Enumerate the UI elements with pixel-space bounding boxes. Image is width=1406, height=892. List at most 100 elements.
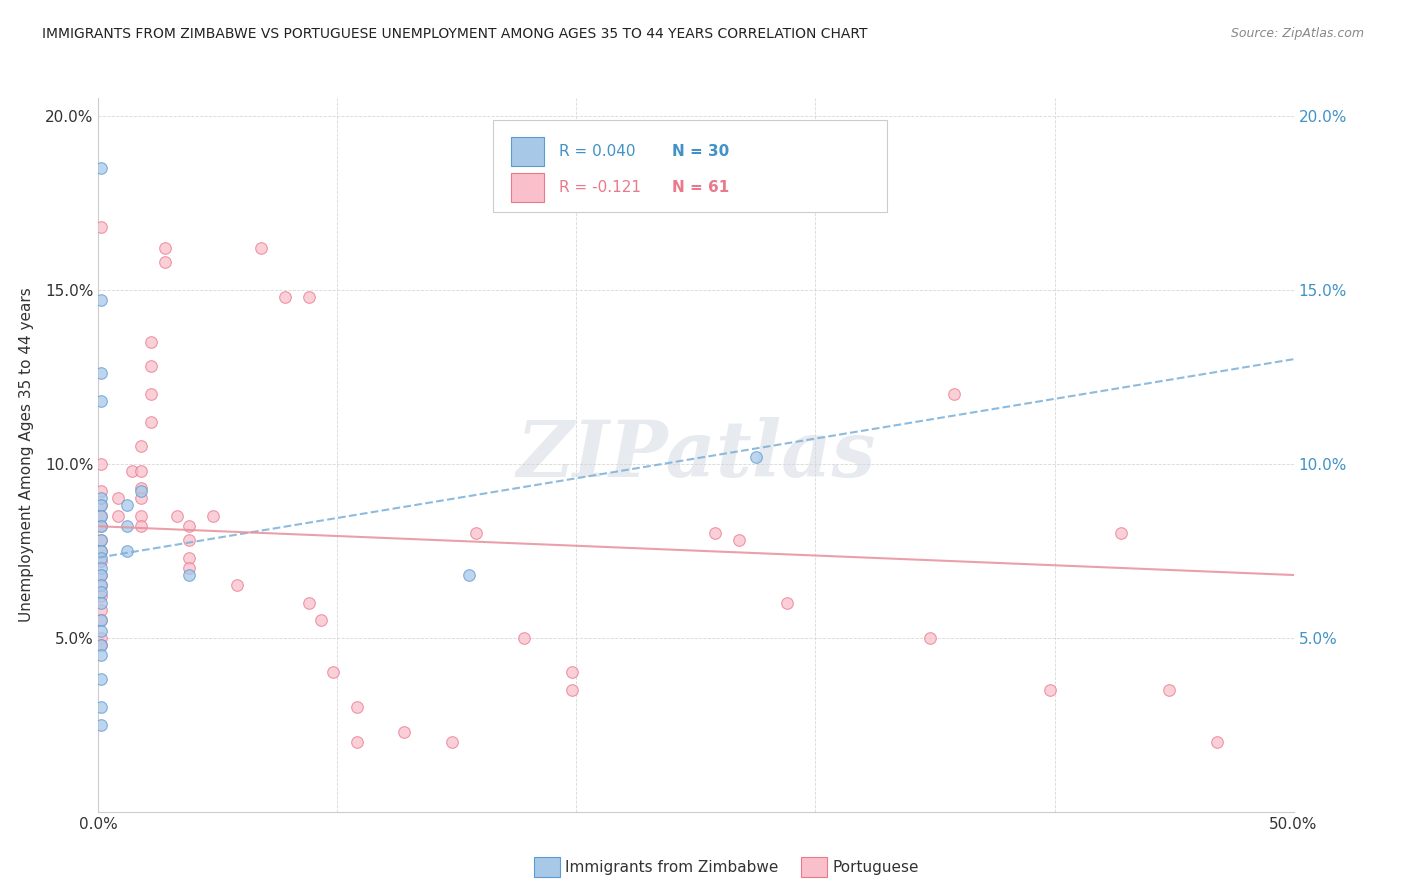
Bar xyxy=(510,137,544,166)
Point xyxy=(131,439,153,453)
Point xyxy=(139,415,162,429)
Point xyxy=(90,638,112,652)
Text: Portuguese: Portuguese xyxy=(832,860,920,874)
Point xyxy=(745,450,768,464)
Text: IMMIGRANTS FROM ZIMBABWE VS PORTUGUESE UNEMPLOYMENT AMONG AGES 35 TO 44 YEARS CO: IMMIGRANTS FROM ZIMBABWE VS PORTUGUESE U… xyxy=(42,27,868,41)
Point xyxy=(776,596,799,610)
Point xyxy=(561,682,583,697)
Point xyxy=(90,543,112,558)
Point xyxy=(90,673,112,687)
Point xyxy=(465,526,488,541)
Point xyxy=(166,508,188,523)
Point xyxy=(90,554,112,568)
Point xyxy=(90,484,112,499)
Point xyxy=(1159,682,1181,697)
Point xyxy=(90,638,112,652)
Text: R = 0.040: R = 0.040 xyxy=(558,145,636,159)
Point xyxy=(90,613,112,627)
Point xyxy=(90,578,112,592)
Point xyxy=(90,491,112,506)
Point xyxy=(179,561,201,575)
Point xyxy=(115,519,138,533)
Point xyxy=(728,533,751,548)
Point xyxy=(90,293,112,307)
Point xyxy=(458,568,481,582)
Point xyxy=(90,631,112,645)
Point xyxy=(322,665,344,680)
Point xyxy=(90,508,112,523)
Point xyxy=(115,543,138,558)
Point xyxy=(90,457,112,471)
Point xyxy=(226,578,249,592)
Point xyxy=(346,700,368,714)
Point xyxy=(298,596,321,610)
Point xyxy=(90,366,112,380)
Point xyxy=(90,568,112,582)
Point xyxy=(131,464,153,478)
Point xyxy=(139,387,162,401)
Point xyxy=(90,578,112,592)
Point xyxy=(250,241,273,255)
Point xyxy=(90,603,112,617)
Point xyxy=(131,508,153,523)
Point xyxy=(131,484,153,499)
Point xyxy=(943,387,966,401)
FancyBboxPatch shape xyxy=(494,120,887,212)
Point xyxy=(139,359,162,373)
Point xyxy=(131,491,153,506)
Text: N = 30: N = 30 xyxy=(672,145,730,159)
Point xyxy=(394,724,416,739)
Point xyxy=(90,499,112,513)
Point xyxy=(704,526,727,541)
Point xyxy=(90,543,112,558)
Point xyxy=(90,596,112,610)
Text: R = -0.121: R = -0.121 xyxy=(558,180,641,194)
Text: Source: ZipAtlas.com: Source: ZipAtlas.com xyxy=(1230,27,1364,40)
Point xyxy=(90,585,112,599)
Point xyxy=(90,648,112,662)
Point xyxy=(90,561,112,575)
Point xyxy=(179,519,201,533)
Point xyxy=(131,481,153,495)
Point xyxy=(274,289,297,303)
Point xyxy=(346,735,368,749)
Bar xyxy=(510,173,544,202)
Point xyxy=(90,161,112,175)
Point xyxy=(90,219,112,234)
Point xyxy=(90,533,112,548)
Point xyxy=(202,508,225,523)
Point xyxy=(179,533,201,548)
Point xyxy=(90,613,112,627)
Point xyxy=(1206,735,1229,749)
Point xyxy=(107,491,129,506)
Text: ZIPatlas: ZIPatlas xyxy=(516,417,876,493)
Point xyxy=(90,519,112,533)
Point xyxy=(1111,526,1133,541)
Point xyxy=(179,568,201,582)
Point xyxy=(90,394,112,409)
Point xyxy=(90,508,112,523)
Point xyxy=(131,519,153,533)
Point xyxy=(441,735,464,749)
Point xyxy=(90,533,112,548)
Point xyxy=(1039,682,1062,697)
Point xyxy=(90,568,112,582)
Point xyxy=(155,241,177,255)
Point xyxy=(513,631,536,645)
Point xyxy=(561,665,583,680)
Point xyxy=(90,550,112,565)
Point xyxy=(90,700,112,714)
Text: Immigrants from Zimbabwe: Immigrants from Zimbabwe xyxy=(565,860,779,874)
Point xyxy=(115,499,138,513)
Point xyxy=(179,550,201,565)
Point xyxy=(107,508,129,523)
Point xyxy=(121,464,143,478)
Point xyxy=(90,519,112,533)
Point xyxy=(920,631,942,645)
Point xyxy=(298,289,321,303)
Point xyxy=(90,624,112,638)
Point xyxy=(90,589,112,603)
Point xyxy=(90,717,112,731)
Point xyxy=(155,254,177,268)
Point xyxy=(90,499,112,513)
